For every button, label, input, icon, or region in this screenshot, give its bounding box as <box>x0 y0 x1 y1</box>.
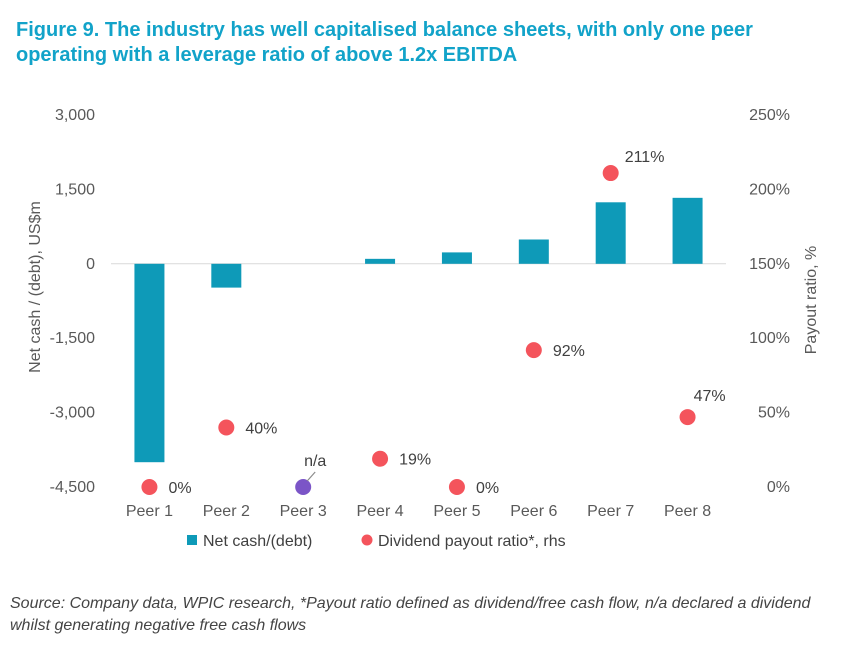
scatter-point <box>602 165 619 182</box>
y2-tick-label: 150% <box>749 256 790 273</box>
legend-label-payout: Dividend payout ratio*, rhs <box>378 533 566 550</box>
x-tick-label: Peer 3 <box>280 503 327 520</box>
bar <box>672 197 703 264</box>
chart-title: Figure 9. The industry has well capitali… <box>16 19 753 66</box>
x-tick-label: Peer 5 <box>433 503 480 520</box>
x-tick-label: Peer 8 <box>664 503 711 520</box>
y-tick-label: -4,500 <box>50 479 95 496</box>
scatter-point <box>141 479 158 495</box>
bar-series <box>134 197 703 463</box>
y2-tick-label: 50% <box>758 405 790 422</box>
bar <box>595 202 626 264</box>
x-tick-label: Peer 1 <box>126 503 173 520</box>
y2-tick-label: 100% <box>749 330 790 347</box>
legend: Net cash/(debt) Dividend payout ratio*, … <box>187 533 566 550</box>
chart: 3,000 1,500 0 -1,500 -3,000 -4,500 250% 200% 15… <box>27 107 820 550</box>
y-tick-label: 0 <box>86 256 95 273</box>
y2-axis-title: Payout ratio, % <box>803 246 820 355</box>
scatter-series: 0% 40% n/a 19% 0% 92% 211% 47% <box>141 149 726 497</box>
y-tick-label: -3,000 <box>50 405 95 422</box>
legend-swatch-payout <box>361 534 373 546</box>
y-tick-label: 1,500 <box>55 181 95 198</box>
bar <box>518 239 549 264</box>
bar <box>365 258 396 264</box>
x-axis-ticks: Peer 1 Peer 2 Peer 3 Peer 4 Peer 5 Peer 6 Peer… <box>126 503 711 520</box>
x-tick-label: Peer 2 <box>203 503 250 520</box>
data-label: n/a <box>304 453 326 470</box>
y2-tick-label: 250% <box>749 107 790 124</box>
data-label: 0% <box>476 480 499 497</box>
right-axis-ticks: 250% 200% 150% 100% 50% 0% <box>749 107 790 496</box>
bar <box>211 263 242 288</box>
scatter-point <box>372 450 389 467</box>
scatter-point <box>448 479 465 495</box>
x-tick-label: Peer 6 <box>510 503 557 520</box>
x-tick-label: Peer 7 <box>587 503 634 520</box>
legend-label-net-cash: Net cash/(debt) <box>203 533 312 550</box>
left-axis-ticks: 3,000 1,500 0 -1,500 -3,000 -4,500 <box>50 107 95 496</box>
scatter-point <box>679 409 696 426</box>
y2-tick-label: 0% <box>767 479 790 496</box>
data-label: 19% <box>399 452 431 469</box>
source-note: Source: Company data, WPIC research, *Pa… <box>10 595 811 634</box>
x-tick-label: Peer 4 <box>356 503 403 520</box>
y-tick-label: 3,000 <box>55 107 95 124</box>
bar <box>441 252 472 264</box>
scatter-point <box>525 342 542 359</box>
data-label: 211% <box>625 149 665 166</box>
legend-swatch-net-cash <box>187 535 197 545</box>
data-label: 0% <box>168 480 191 497</box>
scatter-point <box>218 419 235 436</box>
bar <box>134 263 165 463</box>
data-label: 40% <box>245 420 277 437</box>
data-label: 47% <box>694 388 726 405</box>
scatter-point <box>295 479 312 495</box>
y-tick-label: -1,500 <box>50 330 95 347</box>
y2-tick-label: 200% <box>749 181 790 198</box>
y-axis-title: Net cash / (debt), US$m <box>27 201 44 373</box>
data-label: 92% <box>553 343 585 360</box>
data-label-leader <box>306 471 316 482</box>
